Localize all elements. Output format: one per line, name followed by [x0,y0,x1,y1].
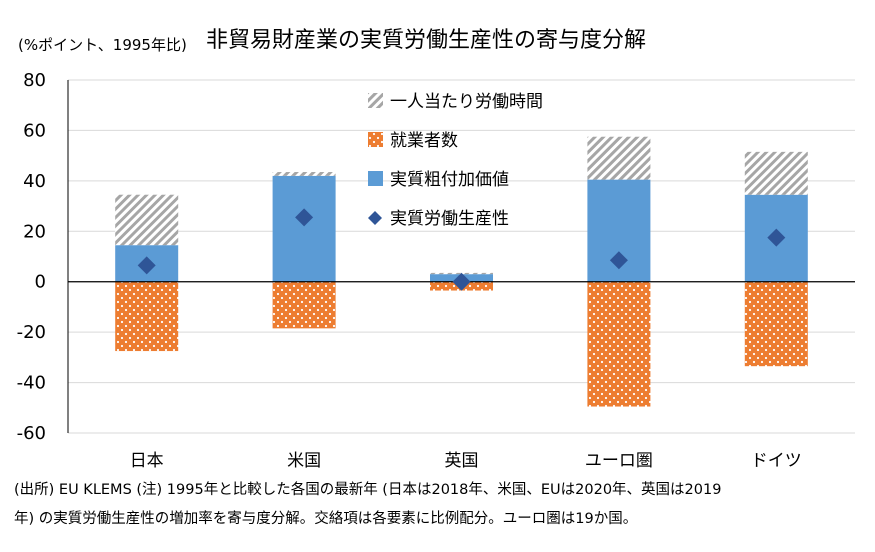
y-tick-label: 40 [23,171,46,192]
bar-dots-1 [272,281,336,329]
bar-dots-3 [587,281,651,407]
source-note-line-1: (出所) EU KLEMS (注) 1995年と比較した各国の最新年 (日本は2… [14,482,722,498]
x-tick-label: 米国 [287,451,321,471]
productivity-marker [452,272,471,291]
productivity-marker [767,228,786,247]
y-tick-label: -40 [17,373,46,394]
y-tick-label: 60 [23,120,46,141]
bar-solid-1 [272,175,336,282]
x-tick-label: ドイツ [751,451,802,471]
y-tick-label: 0 [35,272,46,293]
y-axis-unit-label: (%ポイント、1995年比) [18,36,187,54]
bar-hatch-0 [115,194,179,246]
y-tick-label: 20 [23,221,46,242]
x-tick-label: ユーロ圏 [585,451,653,471]
legend-swatch-diamond [368,211,382,225]
y-tick-label: 80 [23,70,46,91]
legend-label: 一人当たり労働時間 [390,92,543,112]
y-tick-label: -60 [17,423,46,444]
y-tick-label: -20 [17,322,46,343]
legend-swatch-solid [368,171,383,186]
legend-label: 実質労働生産性 [390,209,509,229]
source-note-line-2: 年) の実質労働生産性の増加率を寄与度分解。交絡項は各要素に比例配分。ユーロ圏は… [14,511,638,527]
legend-label: 実質粗付加価値 [390,170,509,190]
productivity-marker [609,251,628,270]
bar-dots-0 [115,281,179,352]
bar-hatch-1 [272,172,336,176]
x-tick-label: 日本 [130,451,164,471]
x-tick-label: 英国 [445,451,479,471]
chart-title: 非貿易財産業の実質労働生産性の寄与度分解 [206,28,647,53]
legend-swatch-dots [368,132,383,147]
legend-label: 就業者数 [390,131,458,151]
legend-swatch-hatch [368,93,383,108]
productivity-marker [295,208,314,227]
bar-hatch-3 [587,136,651,180]
productivity-marker [137,256,156,275]
bar-hatch-4 [744,151,808,195]
bar-dots-4 [744,281,808,367]
